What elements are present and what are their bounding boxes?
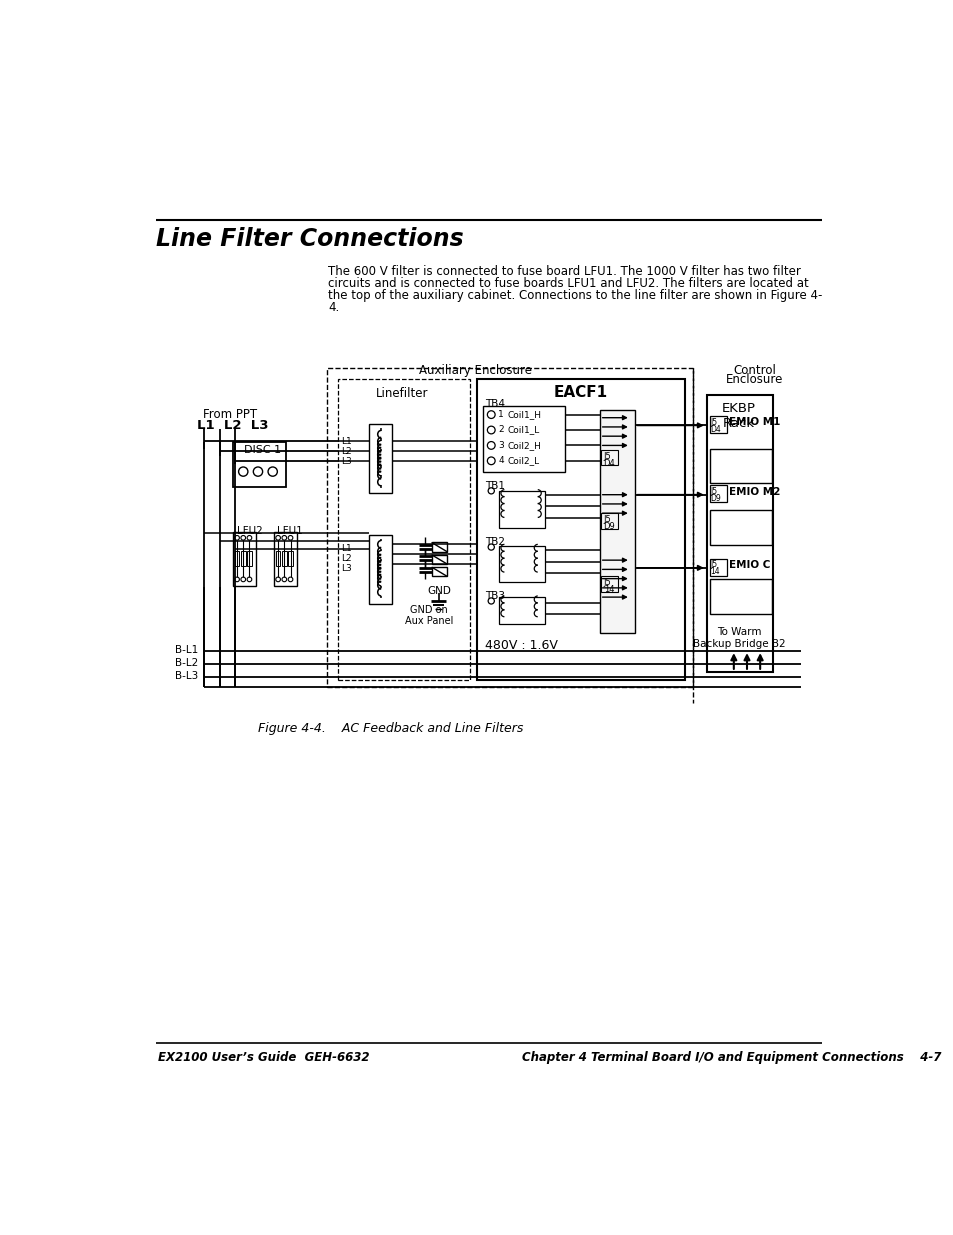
Text: D9: D9 xyxy=(603,522,615,531)
Text: L3: L3 xyxy=(340,457,352,466)
Text: TB4: TB4 xyxy=(484,399,504,409)
Text: B-L3: B-L3 xyxy=(174,671,198,680)
Text: J5: J5 xyxy=(603,452,611,461)
Bar xyxy=(709,485,726,503)
Text: Line Filter Connections: Line Filter Connections xyxy=(155,227,463,251)
Text: L1: L1 xyxy=(340,437,352,446)
Text: L1  L2  L3: L1 L2 L3 xyxy=(196,419,268,432)
Text: J5: J5 xyxy=(710,417,717,427)
Text: D4: D4 xyxy=(603,458,615,468)
Text: TB1: TB1 xyxy=(484,480,504,490)
Bar xyxy=(709,448,771,483)
Text: Linefilter: Linefilter xyxy=(375,387,428,400)
Bar xyxy=(431,555,447,564)
Text: 2: 2 xyxy=(497,425,503,435)
Text: From PPT: From PPT xyxy=(203,409,256,421)
Bar xyxy=(498,597,545,624)
Text: 480V : 1.6V: 480V : 1.6V xyxy=(484,640,558,652)
Bar xyxy=(337,379,469,679)
Bar xyxy=(288,551,293,567)
Text: Control: Control xyxy=(733,364,776,377)
Bar xyxy=(483,406,564,472)
Bar xyxy=(599,450,617,466)
Text: Auxiliary Enclosure: Auxiliary Enclosure xyxy=(418,364,532,377)
Text: D4: D4 xyxy=(710,425,720,433)
Bar xyxy=(709,579,771,614)
Text: EMIO M2: EMIO M2 xyxy=(728,487,780,496)
Text: L2: L2 xyxy=(340,447,351,456)
Bar xyxy=(498,546,545,583)
Bar xyxy=(233,531,256,585)
Text: EKBP
Rack: EKBP Rack xyxy=(721,403,756,430)
Text: J5: J5 xyxy=(603,578,611,587)
Bar xyxy=(599,410,634,634)
Text: J5: J5 xyxy=(710,561,717,569)
Bar xyxy=(241,551,245,567)
Bar xyxy=(599,514,617,529)
Text: EACF1: EACF1 xyxy=(553,385,607,400)
Text: Coil2_L: Coil2_L xyxy=(507,456,539,466)
Text: 14: 14 xyxy=(710,567,720,576)
Bar xyxy=(706,395,772,672)
Text: B-L2: B-L2 xyxy=(174,658,198,668)
Text: L1: L1 xyxy=(340,543,352,553)
Bar xyxy=(274,531,297,585)
Bar xyxy=(275,551,280,567)
Bar xyxy=(709,558,726,576)
Bar xyxy=(234,551,239,567)
Text: 4.: 4. xyxy=(328,301,339,314)
Text: J5: J5 xyxy=(710,487,717,496)
Text: L3: L3 xyxy=(340,564,352,573)
Text: To Warm
Backup Bridge B2: To Warm Backup Bridge B2 xyxy=(692,627,784,648)
Text: EMIO C: EMIO C xyxy=(728,559,770,569)
Text: 1: 1 xyxy=(497,410,503,419)
Text: circuits and is connected to fuse boards LFU1 and LFU2. The filters are located : circuits and is connected to fuse boards… xyxy=(328,277,808,290)
Text: Enclosure: Enclosure xyxy=(725,373,782,387)
Text: B-L1: B-L1 xyxy=(174,645,198,655)
Bar xyxy=(369,424,392,493)
Text: GND: GND xyxy=(427,585,451,595)
Text: the top of the auxiliary cabinet. Connections to the line filter are shown in Fi: the top of the auxiliary cabinet. Connec… xyxy=(328,289,822,303)
Text: TB2: TB2 xyxy=(484,537,504,547)
Bar xyxy=(498,490,545,527)
Text: Coil1_H: Coil1_H xyxy=(507,410,541,419)
Text: 3: 3 xyxy=(497,441,503,450)
Text: GND on
Aux Panel: GND on Aux Panel xyxy=(405,605,453,626)
Text: Coil2_H: Coil2_H xyxy=(507,441,541,450)
Text: Figure 4-4.    AC Feedback and Line Filters: Figure 4-4. AC Feedback and Line Filters xyxy=(257,721,522,735)
Bar xyxy=(709,510,771,545)
Text: Chapter 4 Terminal Board I/O and Equipment Connections    4-7: Chapter 4 Terminal Board I/O and Equipme… xyxy=(521,1051,941,1063)
Text: 14: 14 xyxy=(603,585,614,594)
Text: The 600 V filter is connected to fuse board LFU1. The 1000 V filter has two filt: The 600 V filter is connected to fuse bo… xyxy=(328,266,801,278)
Text: Coil1_L: Coil1_L xyxy=(507,425,539,435)
Text: J5: J5 xyxy=(603,515,611,525)
Bar xyxy=(476,379,684,679)
Bar xyxy=(247,551,252,567)
Text: LFU2: LFU2 xyxy=(236,526,262,536)
Bar xyxy=(282,551,286,567)
Bar xyxy=(327,368,692,687)
Text: EMIO M1: EMIO M1 xyxy=(728,417,780,427)
Bar xyxy=(431,542,447,552)
Bar xyxy=(369,535,392,604)
Text: EX2100 User’s Guide  GEH-6632: EX2100 User’s Guide GEH-6632 xyxy=(158,1051,369,1063)
Bar xyxy=(233,442,286,487)
Text: L2: L2 xyxy=(340,555,351,563)
Text: DISC 1: DISC 1 xyxy=(244,446,281,456)
Text: LFU1: LFU1 xyxy=(277,526,303,536)
Bar xyxy=(709,416,726,433)
Text: TB3: TB3 xyxy=(484,592,504,601)
Bar xyxy=(599,577,617,592)
Text: 4: 4 xyxy=(497,456,503,466)
Text: D9: D9 xyxy=(710,494,720,503)
Bar xyxy=(431,567,447,577)
